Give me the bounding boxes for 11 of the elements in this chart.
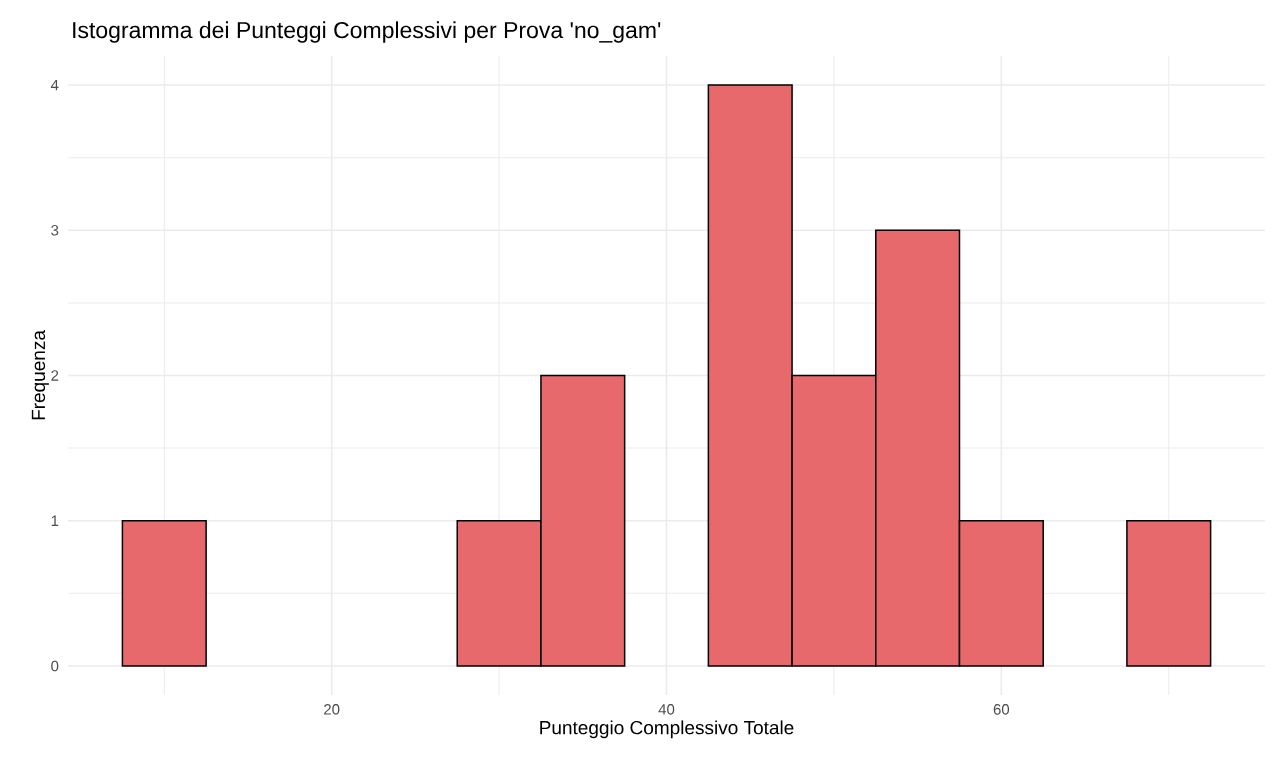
y-tick-label: 2 <box>51 370 59 381</box>
x-tick-label: 60 <box>993 704 1010 715</box>
y-tick-label: 0 <box>51 660 59 672</box>
y-tick-label: 4 <box>50 79 59 91</box>
y-tick-label: 3 <box>51 224 59 236</box>
x-tick-label: 20 <box>324 704 340 715</box>
x-tick-label: 40 <box>658 704 675 715</box>
chart-title: Istogramma dei Punteggi Complessivi per Prova 'no_gam' <box>73 21 661 43</box>
y-tick-label: 1 <box>51 515 59 526</box>
y-axis-title: Frequenza <box>31 330 49 420</box>
x-axis-title: Punteggio Complessivo Totale <box>540 720 794 739</box>
